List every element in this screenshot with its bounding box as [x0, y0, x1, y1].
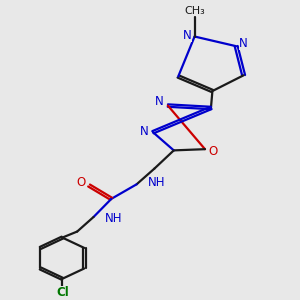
Text: N: N: [239, 37, 248, 50]
Text: N: N: [140, 124, 149, 137]
Text: O: O: [76, 176, 86, 189]
Text: O: O: [209, 145, 218, 158]
Text: NH: NH: [148, 176, 165, 189]
Text: N: N: [183, 29, 191, 42]
Text: Cl: Cl: [56, 286, 69, 298]
Text: CH₃: CH₃: [184, 6, 205, 16]
Text: NH: NH: [105, 212, 122, 225]
Text: N: N: [155, 95, 164, 108]
